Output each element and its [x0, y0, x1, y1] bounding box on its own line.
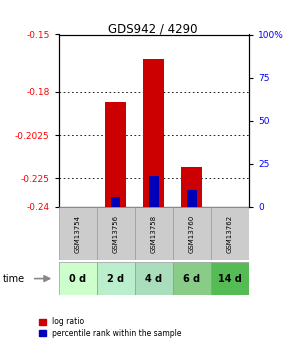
Bar	[181, 167, 202, 207]
Bar	[135, 262, 173, 295]
Text: 6 d: 6 d	[183, 274, 200, 284]
Text: 0 d: 0 d	[69, 274, 86, 284]
Text: 2 d: 2 d	[107, 274, 124, 284]
Bar	[105, 101, 126, 207]
Text: time: time	[3, 274, 25, 284]
Bar	[59, 207, 97, 260]
Text: GSM13762: GSM13762	[227, 215, 233, 253]
Text: GSM13758: GSM13758	[151, 215, 157, 253]
Bar	[173, 207, 211, 260]
Text: GDS942 / 4290: GDS942 / 4290	[108, 22, 197, 36]
Legend: log ratio, percentile rank within the sample: log ratio, percentile rank within the sa…	[39, 317, 181, 338]
Bar	[211, 207, 249, 260]
Text: 4 d: 4 d	[145, 274, 162, 284]
Bar	[149, 176, 159, 207]
Text: GSM13760: GSM13760	[189, 215, 195, 253]
Bar	[59, 262, 97, 295]
Bar	[173, 262, 211, 295]
Text: 14 d: 14 d	[218, 274, 242, 284]
Bar	[111, 197, 120, 207]
Bar	[187, 190, 197, 207]
Bar	[135, 207, 173, 260]
Bar	[143, 59, 164, 207]
Bar	[211, 262, 249, 295]
Bar	[97, 207, 135, 260]
Bar	[97, 262, 135, 295]
Text: GSM13754: GSM13754	[75, 215, 81, 253]
Text: GSM13756: GSM13756	[113, 215, 119, 253]
